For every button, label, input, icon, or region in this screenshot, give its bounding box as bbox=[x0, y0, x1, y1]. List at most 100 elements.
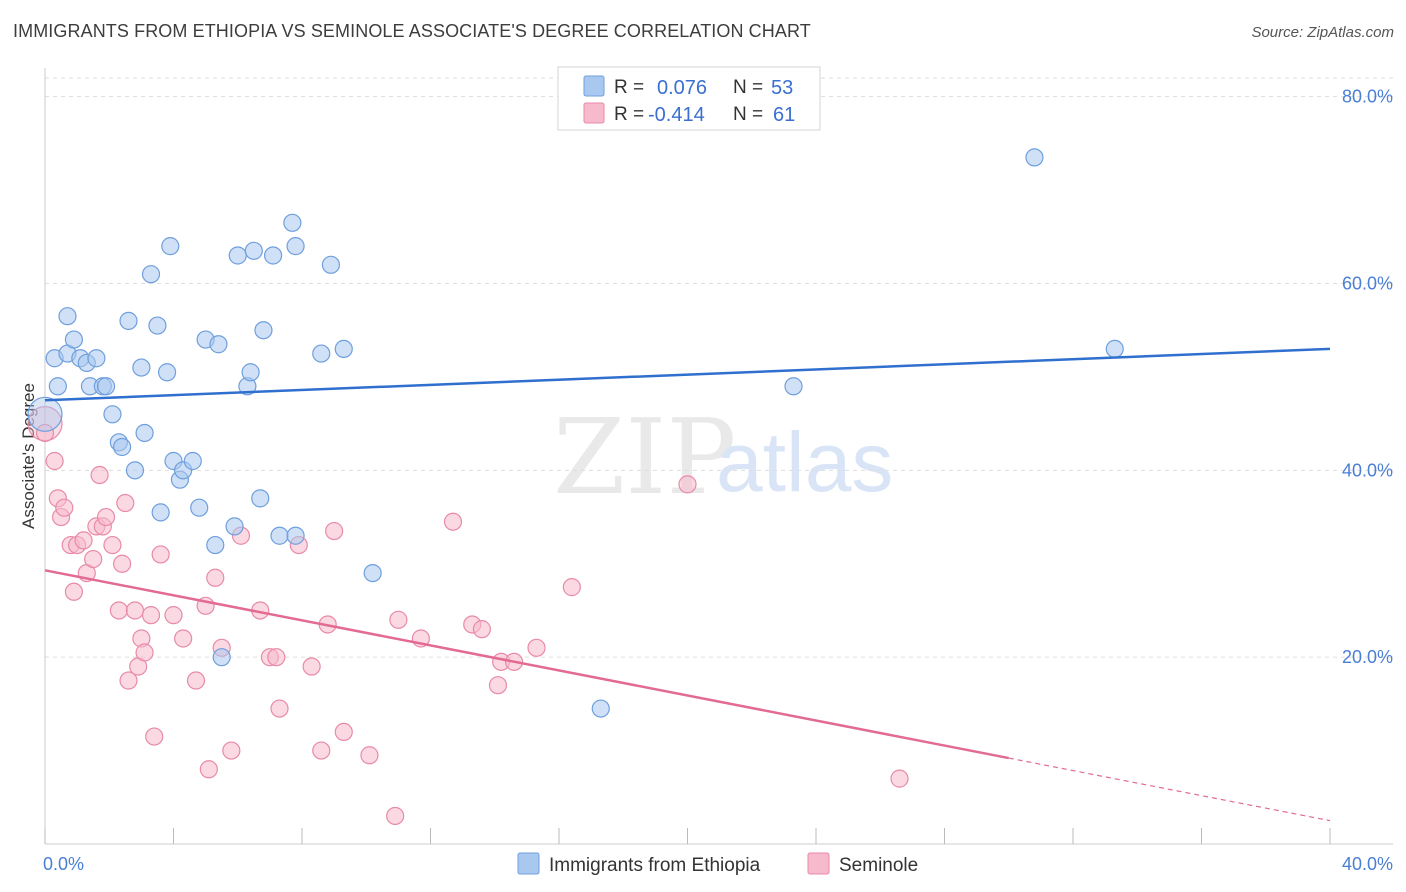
ethiopia-point-2 bbox=[48, 377, 67, 396]
ethiopia-point-48 bbox=[363, 563, 382, 583]
ethiopia-point-19 bbox=[141, 265, 161, 284]
ethiopia-point-39 bbox=[254, 321, 273, 340]
seminole-point-39 bbox=[270, 699, 289, 718]
ethiopia-point-14 bbox=[112, 437, 132, 457]
bottom-legend-swatch-seminole bbox=[807, 852, 830, 875]
ethiopia-point-40 bbox=[263, 246, 283, 265]
ethiopia-point-30 bbox=[206, 535, 225, 555]
ethiopia-point-41 bbox=[270, 526, 289, 545]
y-tick-labels: 20.0% 40.0% 60.0% 80.0% bbox=[1342, 87, 1393, 667]
bottom-legend-label-seminole: Seminole bbox=[839, 855, 918, 876]
series-legend: Immigrants from Ethiopia Seminole bbox=[517, 852, 918, 876]
ethiopia-point-51 bbox=[1025, 148, 1044, 167]
y-tick-label-2: 60.0% bbox=[1342, 274, 1393, 294]
trend-lines bbox=[44, 347, 1331, 822]
ethiopia-point-47 bbox=[334, 339, 353, 359]
seminole-point-12 bbox=[90, 465, 109, 485]
seminole-point-38 bbox=[267, 648, 286, 667]
ethiopia-point-36 bbox=[241, 363, 260, 382]
legend-swatch-seminole bbox=[583, 102, 605, 124]
ethiopia-point-11 bbox=[96, 377, 116, 396]
x-tick-label-0: 0.0% bbox=[43, 854, 84, 874]
y-tick-label-0: 20.0% bbox=[1342, 647, 1393, 667]
ethiopia-point-33 bbox=[225, 517, 244, 536]
ethiopia-point-22 bbox=[157, 363, 177, 382]
seminole-point-4 bbox=[55, 498, 74, 517]
legend-swatch-ethiopia bbox=[583, 75, 605, 97]
ethiopia-point-15 bbox=[119, 311, 138, 330]
chart-title: IMMIGRANTS FROM ETHIOPIA VS SEMINOLE ASS… bbox=[13, 21, 811, 41]
seminole-point-18 bbox=[116, 493, 135, 513]
seminole-point-52 bbox=[472, 620, 491, 639]
ethiopia-point-28 bbox=[190, 498, 209, 517]
trend-line-seminole bbox=[44, 569, 1009, 760]
axes bbox=[44, 68, 1393, 845]
seminole-point-45 bbox=[334, 722, 353, 742]
ethiopia-point-5 bbox=[64, 330, 84, 349]
ethiopia-point-31 bbox=[209, 335, 228, 354]
seminole-point-28 bbox=[174, 629, 193, 648]
seminole-point-57 bbox=[562, 578, 581, 597]
ethiopia-point-45 bbox=[312, 344, 331, 363]
seminole-point-53 bbox=[488, 676, 508, 695]
x-tick-labels: 0.0% 40.0% bbox=[43, 854, 1393, 874]
legend-r-label-seminole: R = bbox=[614, 104, 644, 125]
seminole-point-34 bbox=[222, 741, 241, 760]
legend-r-value-ethiopia: 0.076 bbox=[657, 77, 707, 99]
ethiopia-point-0 bbox=[27, 396, 63, 432]
chart-source: Source: ZipAtlas.com bbox=[1251, 24, 1394, 41]
series-seminole-points bbox=[27, 406, 909, 826]
ethiopia-point-21 bbox=[151, 503, 170, 522]
seminole-point-24 bbox=[141, 606, 161, 625]
ethiopia-point-20 bbox=[148, 316, 167, 335]
seminole-point-50 bbox=[443, 512, 463, 531]
legend-n-value-ethiopia: 53 bbox=[771, 77, 793, 99]
watermark-atlas: atlas bbox=[716, 415, 893, 509]
ethiopia-point-12 bbox=[103, 405, 122, 424]
ethiopia-point-18 bbox=[135, 423, 154, 443]
seminole-point-41 bbox=[302, 657, 321, 676]
seminole-point-47 bbox=[386, 806, 405, 826]
trend-line-ethiopia bbox=[44, 347, 1331, 402]
seminole-point-6 bbox=[64, 582, 84, 601]
legend-r-value-seminole: -0.414 bbox=[648, 104, 705, 126]
seminole-point-17 bbox=[112, 554, 132, 573]
seminole-point-44 bbox=[325, 521, 344, 541]
seminole-point-8 bbox=[74, 531, 93, 550]
seminole-point-10 bbox=[84, 549, 103, 569]
ethiopia-point-50 bbox=[784, 377, 803, 396]
seminole-point-16 bbox=[109, 601, 128, 620]
seminole-point-23 bbox=[135, 643, 154, 662]
legend-n-label-seminole: N = bbox=[733, 104, 763, 125]
legend-n-value-seminole: 61 bbox=[773, 104, 795, 126]
ethiopia-point-38 bbox=[251, 489, 270, 508]
seminole-point-59 bbox=[890, 769, 909, 788]
ethiopia-point-44 bbox=[286, 526, 305, 545]
ethiopia-point-3 bbox=[58, 307, 77, 326]
seminole-point-27 bbox=[164, 606, 183, 625]
stats-legend: R = 0.076 N = 53 R = -0.414 N = 61 bbox=[557, 66, 821, 131]
seminole-point-15 bbox=[103, 535, 122, 555]
ethiopia-point-32 bbox=[212, 648, 231, 667]
seminole-point-31 bbox=[199, 760, 218, 779]
ethiopia-point-37 bbox=[244, 241, 263, 260]
bottom-legend-swatch-ethiopia bbox=[517, 852, 540, 875]
legend-n-label-ethiopia: N = bbox=[733, 77, 763, 98]
watermark-zip: ZIP bbox=[553, 396, 736, 518]
y-axis-title: Associate's Degree bbox=[19, 383, 38, 529]
seminole-point-48 bbox=[389, 610, 408, 629]
seminole-point-19 bbox=[119, 671, 138, 690]
seminole-point-56 bbox=[527, 638, 546, 657]
ethiopia-point-9 bbox=[87, 349, 106, 368]
seminole-point-46 bbox=[360, 746, 379, 765]
seminole-point-32 bbox=[206, 568, 225, 587]
ethiopia-point-49 bbox=[591, 699, 610, 718]
seminole-point-14 bbox=[96, 507, 116, 527]
ethiopia-point-43 bbox=[286, 237, 305, 256]
seminole-point-1 bbox=[45, 451, 64, 471]
watermark: ZIP atlas bbox=[553, 396, 893, 518]
ethiopia-point-46 bbox=[321, 255, 341, 274]
seminole-point-20 bbox=[125, 601, 145, 620]
series-ethiopia-points bbox=[27, 148, 1124, 718]
